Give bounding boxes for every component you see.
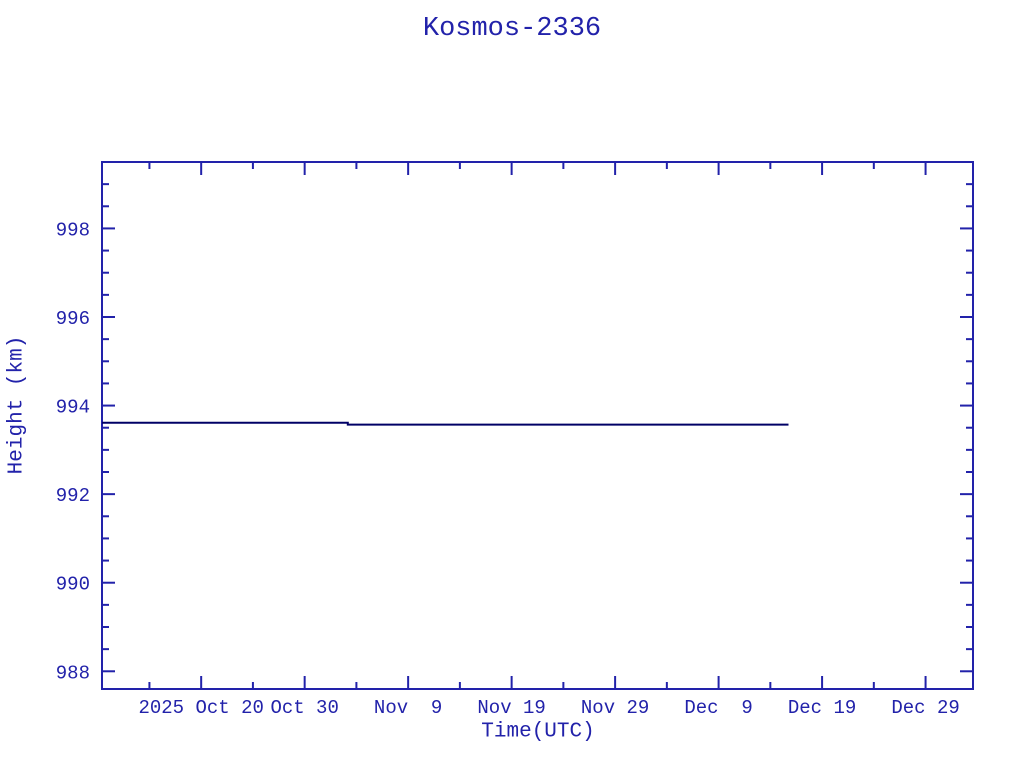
data-line bbox=[102, 421, 789, 426]
x-tick-label: Nov 29 bbox=[581, 697, 649, 719]
plot-border bbox=[101, 161, 974, 690]
x-tick-label: Oct 30 bbox=[270, 697, 338, 719]
y-tick-label: 994 bbox=[56, 397, 90, 419]
y-tick-label: 992 bbox=[56, 485, 90, 507]
y-tick-label: 998 bbox=[56, 219, 90, 241]
chart-title: Kosmos-2336 bbox=[422, 14, 602, 44]
x-tick-label: Nov 19 bbox=[477, 697, 545, 719]
x-tick-label: Dec 9 bbox=[684, 697, 752, 719]
y-tick-label: 990 bbox=[56, 574, 90, 596]
x-tick-label: Nov 9 bbox=[374, 697, 442, 719]
x-axis-label: Time(UTC) bbox=[481, 720, 595, 744]
y-tick-label: 988 bbox=[56, 662, 90, 684]
x-tick-label: 2025 Oct 20 bbox=[138, 697, 263, 719]
x-tick-label: Dec 29 bbox=[891, 697, 959, 719]
x-tick-label: Dec 19 bbox=[788, 697, 856, 719]
y-tick-label: 996 bbox=[56, 308, 90, 330]
